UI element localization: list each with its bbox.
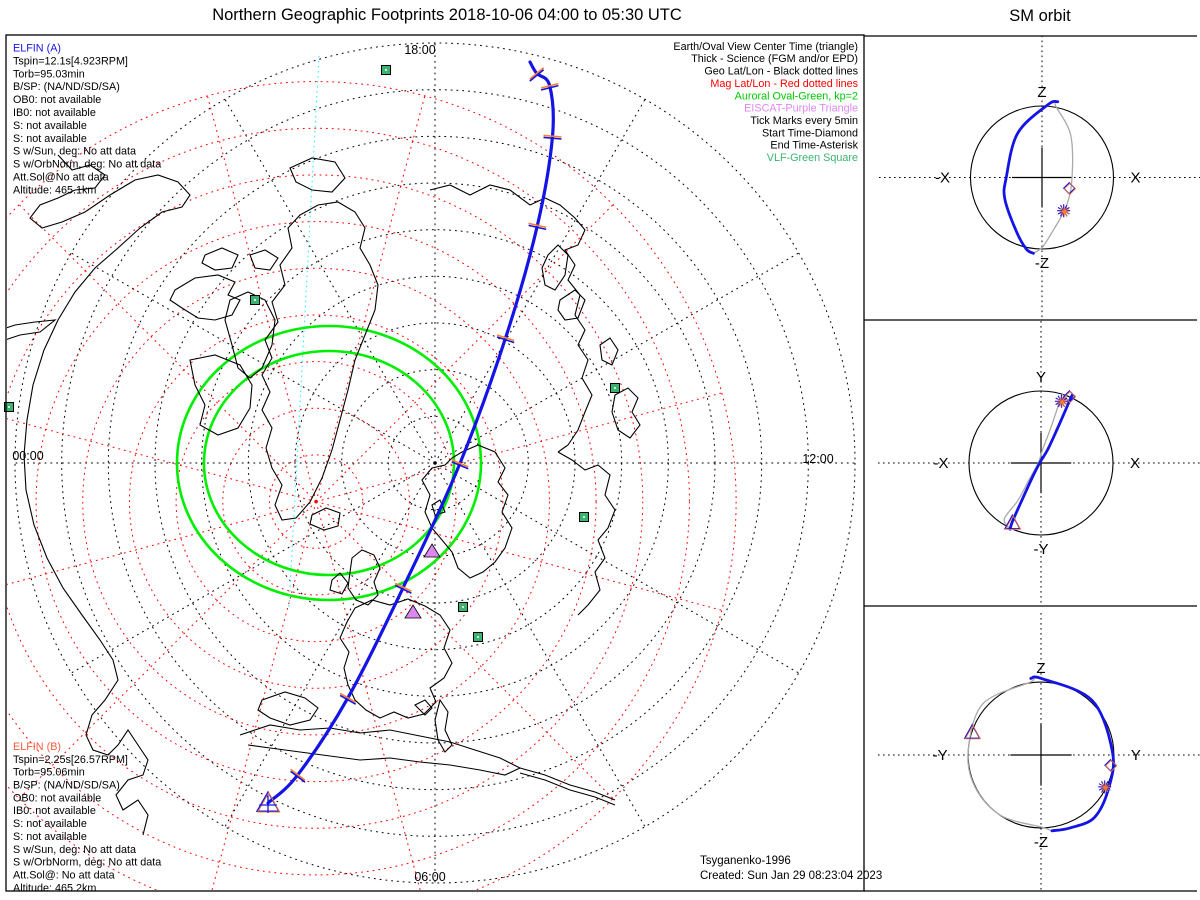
svg-text:Z: Z <box>1036 660 1045 677</box>
svg-text:-X: -X <box>934 455 949 472</box>
svg-text:-Z: -Z <box>1035 255 1049 272</box>
svg-text:Z: Z <box>1037 84 1046 101</box>
svg-text:ELFIN (A): ELFIN (A) <box>13 43 61 55</box>
svg-text:SM orbit: SM orbit <box>1009 7 1071 25</box>
svg-text:Created: Sun Jan 29 08:23:04 2: Created: Sun Jan 29 08:23:04 2023 <box>700 870 882 882</box>
svg-text:Att.Sol@: No att data: Att.Sol@: No att data <box>13 870 115 882</box>
svg-text:IB0: not available: IB0: not available <box>13 805 96 817</box>
svg-text:OB0: not available: OB0: not available <box>13 94 101 106</box>
svg-text:Torb=95.06min: Torb=95.06min <box>13 767 85 779</box>
svg-text:Thick - Science (FGM and/or EP: Thick - Science (FGM and/or EPD) <box>691 53 858 65</box>
svg-text:VLF-Green Square: VLF-Green Square <box>767 152 858 164</box>
svg-text:Altitude: 465.2km: Altitude: 465.2km <box>13 882 96 894</box>
svg-text:-Y: -Y <box>1034 541 1049 558</box>
svg-text:-Z: -Z <box>1034 834 1048 851</box>
svg-text:S w/Sun, deg: No att data: S w/Sun, deg: No att data <box>13 146 136 158</box>
svg-text:IB0: not available: IB0: not available <box>13 107 96 119</box>
svg-text:Geo Lat/Lon - Black dotted lin: Geo Lat/Lon - Black dotted lines <box>704 66 858 78</box>
svg-text:B/SP: (NA/ND/SD/SA): B/SP: (NA/ND/SD/SA) <box>13 780 120 792</box>
svg-text:Tick Marks every 5min: Tick Marks every 5min <box>750 115 858 127</box>
svg-text:-X: -X <box>935 170 950 187</box>
svg-text:EISCAT-Purple Triangle: EISCAT-Purple Triangle <box>744 103 858 115</box>
svg-text:S: not available: S: not available <box>13 831 87 843</box>
svg-text:Tspin=12.1s[4.923RPM]: Tspin=12.1s[4.923RPM] <box>13 55 128 67</box>
svg-text:Northern Geographic Footprints: Northern Geographic Footprints 2018-10-0… <box>212 6 682 24</box>
svg-text:Y: Y <box>1036 369 1046 386</box>
svg-text:S w/Sun, deg: No att data: S w/Sun, deg: No att data <box>13 844 136 856</box>
svg-text:S w/OrbNorm, deg: No att data: S w/OrbNorm, deg: No att data <box>13 159 161 171</box>
svg-text:S: not available: S: not available <box>13 133 87 145</box>
svg-text:-Y: -Y <box>933 747 948 764</box>
svg-text:Auroral Oval-Green, kp=2: Auroral Oval-Green, kp=2 <box>735 90 858 102</box>
svg-text:S: not available: S: not available <box>13 120 87 132</box>
svg-text:Y: Y <box>1131 747 1141 764</box>
svg-text:Tsyganenko-1996: Tsyganenko-1996 <box>700 855 791 867</box>
svg-text:12:00: 12:00 <box>802 452 833 466</box>
svg-text:18:00: 18:00 <box>404 43 435 57</box>
svg-text:Att.Sol@No att data: Att.Sol@No att data <box>13 172 109 184</box>
svg-text:End Time-Asterisk: End Time-Asterisk <box>770 140 858 152</box>
svg-text:06:00: 06:00 <box>414 870 445 884</box>
svg-text:B/SP: (NA/ND/SD/SA): B/SP: (NA/ND/SD/SA) <box>13 81 120 93</box>
svg-text:00:00: 00:00 <box>12 449 43 463</box>
svg-text:Altitude: 465.1km: Altitude: 465.1km <box>13 184 96 196</box>
svg-text:S w/OrbNorm, deg: No att data: S w/OrbNorm, deg: No att data <box>13 857 161 869</box>
svg-text:Tspin=2.25s[26.57RPM]: Tspin=2.25s[26.57RPM] <box>13 754 128 766</box>
svg-text:S: not available: S: not available <box>13 818 87 830</box>
svg-text:ELFIN (B): ELFIN (B) <box>13 741 61 753</box>
svg-text:OB0: not available: OB0: not available <box>13 792 101 804</box>
svg-text:X: X <box>1130 455 1140 472</box>
svg-text:Mag Lat/Lon - Red dotted lines: Mag Lat/Lon - Red dotted lines <box>710 78 858 90</box>
svg-text:Earth/Oval View Center Time (t: Earth/Oval View Center Time (triangle) <box>673 41 858 53</box>
svg-text:Start Time-Diamond: Start Time-Diamond <box>762 127 858 139</box>
svg-text:Torb=95.03min: Torb=95.03min <box>13 68 85 80</box>
svg-text:X: X <box>1130 170 1140 187</box>
